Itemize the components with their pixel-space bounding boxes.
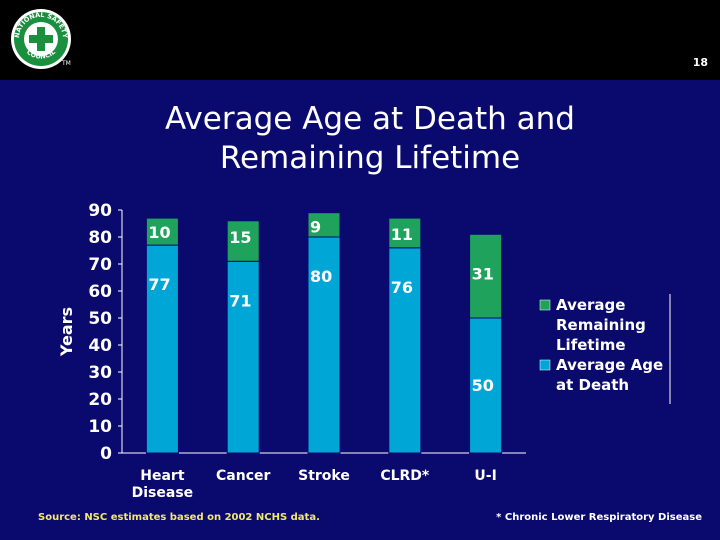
y-tick-label: 90 xyxy=(88,201,112,221)
y-tick-label: 70 xyxy=(88,255,112,275)
data-label: 76 xyxy=(391,278,413,297)
y-tick-label: 30 xyxy=(88,363,112,383)
bar-segment xyxy=(469,233,503,319)
y-tick-label: 50 xyxy=(88,309,112,329)
legend-label: Remaining xyxy=(556,316,646,334)
data-label: 71 xyxy=(229,291,251,310)
bar-segment xyxy=(388,217,422,249)
x-tick-label: Cancer xyxy=(216,468,270,484)
bar-segment xyxy=(145,217,179,246)
y-axis-title: Years xyxy=(57,307,76,357)
x-tick-label: Heart xyxy=(140,468,185,484)
page-number: 18 xyxy=(692,56,708,69)
footnote: * Chronic Lower Respiratory Disease xyxy=(496,512,702,523)
data-label: 77 xyxy=(148,275,170,294)
x-tick-label: CLRD* xyxy=(380,468,430,484)
bar-segment xyxy=(307,236,341,454)
trademark-mark: TM xyxy=(62,60,71,67)
legend-swatch xyxy=(539,359,551,371)
legend-label: Average xyxy=(556,296,625,314)
legend-box xyxy=(534,294,670,404)
data-label: 10 xyxy=(148,223,170,242)
slide-title: Average Age at Death and Remaining Lifet… xyxy=(165,101,575,176)
data-label: 80 xyxy=(310,267,332,286)
legend-label: Lifetime xyxy=(556,336,626,354)
data-label: 50 xyxy=(472,376,494,395)
y-tick-label: 20 xyxy=(88,390,112,410)
x-tick-label: Stroke xyxy=(298,468,350,484)
x-tick-label: U-I xyxy=(474,468,496,484)
y-tick-label: 0 xyxy=(100,444,112,464)
data-label: 15 xyxy=(229,228,251,247)
header-bar xyxy=(0,0,720,80)
nsc-logo: NATIONAL SAFETY COUNCIL xyxy=(11,9,71,69)
legend-label: at Death xyxy=(556,376,629,394)
svg-text:COUNCIL: COUNCIL xyxy=(25,48,57,61)
data-label: 9 xyxy=(310,218,321,237)
bar-segment xyxy=(388,247,422,454)
bar-segment xyxy=(469,317,503,454)
bar-segment xyxy=(226,260,260,454)
logo-text-bottom: COUNCIL xyxy=(25,48,57,61)
y-tick-label: 40 xyxy=(88,336,112,356)
legend-label: Average Age xyxy=(556,356,663,374)
legend-swatch xyxy=(539,299,551,311)
source-note: Source: NSC estimates based on 2002 NCHS… xyxy=(38,512,320,523)
y-tick-label: 10 xyxy=(88,417,112,437)
data-label: 31 xyxy=(472,264,494,283)
data-label: 11 xyxy=(391,225,413,244)
bar-segment xyxy=(307,212,341,238)
bar-segment xyxy=(226,220,260,262)
bar-segment xyxy=(145,244,179,454)
x-tick-label: Disease xyxy=(132,485,194,501)
y-tick-label: 60 xyxy=(88,282,112,302)
y-tick-label: 80 xyxy=(88,228,112,248)
